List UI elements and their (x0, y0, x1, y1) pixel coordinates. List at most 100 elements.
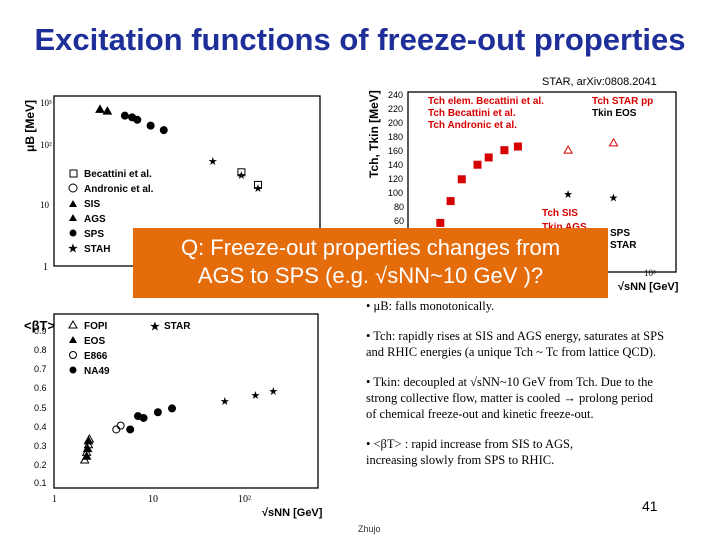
mu-b-xtick: 1 (43, 262, 48, 273)
svg-text:STAR: STAR (610, 240, 637, 251)
beta-point (116, 421, 125, 430)
svg-text:★: ★ (68, 243, 78, 255)
bullet-mu-b: • μB: falls monotonically. (366, 299, 495, 313)
svg-text:0.4: 0.4 (34, 422, 47, 432)
mu-b-point (120, 111, 129, 120)
temperature-xtick: 10³ (644, 268, 656, 278)
svg-text:10²: 10² (238, 494, 251, 505)
svg-text:0.3: 0.3 (34, 441, 47, 451)
svg-text:1: 1 (52, 494, 57, 505)
svg-text:140: 140 (388, 160, 403, 170)
bullet-notes: • μB: falls monotonically. • Tch: rapidl… (366, 298, 666, 482)
svg-text:Tkin AGS: Tkin AGS (542, 222, 587, 233)
svg-text:EOS: EOS (84, 336, 105, 347)
svg-text:Tch Becattini et al.: Tch Becattini et al. (428, 108, 516, 119)
bullet-tch: • Tch: rapidly rises at SIS and AGS ener… (366, 329, 665, 359)
svg-text:0.2: 0.2 (34, 460, 47, 470)
svg-text:Tch SIS: Tch SIS (542, 208, 578, 219)
banner-line-1: Q: Freeze-out properties changes from (180, 235, 561, 260)
svg-text:STAH: STAH (84, 244, 110, 255)
beta-xlabel: √sNN [GeV] (262, 507, 323, 519)
beta-point: ★ (268, 386, 278, 398)
beta-plot: <βT> 0.9 0.8 0.7 0.6 0.5 0.4 0.3 0.2 0.1 1 10 10²… (10, 308, 328, 520)
mu-b-point (133, 115, 142, 124)
temperature-points: ★ ★ (436, 137, 619, 227)
beta-point (81, 451, 92, 460)
beta-point: ★ (220, 396, 230, 408)
svg-text:120: 120 (388, 174, 403, 184)
mu-b-point (95, 104, 105, 113)
beta-legend: FOPI EOS E866 NA49 ★ STAR (68, 319, 191, 377)
mu-b-points: ★★★ (95, 104, 263, 195)
mu-b-point: ★ (208, 156, 218, 168)
bullet-tkin: • Tkin: decoupled at √sNN~10 GeV from Tc… (366, 375, 653, 421)
temperature-ylabel: Tch, Tkin [MeV] (367, 90, 381, 178)
mu-b-ytick: 10² (40, 140, 52, 150)
svg-text:Tch STAR pp: Tch STAR pp (592, 96, 653, 107)
beta-point (112, 425, 121, 434)
svg-text:SPS: SPS (610, 228, 630, 239)
svg-text:220: 220 (388, 104, 403, 114)
svg-text:SPS: SPS (84, 229, 104, 240)
beta-point: ★ (251, 390, 261, 402)
svg-text:Andronic et al.: Andronic et al. (84, 184, 154, 195)
citation: STAR, arXiv:0808.2041 (542, 76, 657, 88)
mu-b-point (254, 180, 263, 189)
temperature-point (513, 142, 522, 151)
mu-b-point (146, 121, 155, 130)
svg-text:100: 100 (388, 188, 403, 198)
svg-text:★: ★ (150, 321, 160, 333)
svg-text:0.5: 0.5 (34, 403, 47, 413)
temperature-point (500, 146, 509, 155)
svg-text:160: 160 (388, 146, 403, 156)
beta-ylabel: <βT> (24, 318, 55, 333)
beta-points: ★ ★ ★ (79, 386, 278, 464)
svg-text:STAR: STAR (164, 321, 191, 332)
mu-b-point (237, 168, 246, 177)
temperature-point (563, 145, 573, 154)
temperature-point (446, 197, 455, 206)
svg-text:Tch elem. Becattini et al.: Tch elem. Becattini et al. (428, 96, 544, 107)
svg-text:Tch Andronic et al.: Tch Andronic et al. (428, 120, 517, 131)
beta-point (83, 435, 94, 445)
beta-xticks: 1 10 10² (52, 494, 251, 505)
svg-text:200: 200 (388, 118, 403, 128)
question-banner: Q: Freeze-out properties changes from AG… (133, 228, 608, 298)
svg-text:60: 60 (394, 216, 404, 226)
page-number: 41 (642, 498, 658, 514)
temperature-point (473, 160, 482, 169)
mu-b-ytick: 10³ (40, 98, 52, 108)
beta-svg: <βT> 0.9 0.8 0.7 0.6 0.5 0.4 0.3 0.2 0.1 1 10 10²… (24, 313, 323, 519)
temperature-point (608, 137, 619, 147)
svg-text:0.1: 0.1 (34, 478, 47, 488)
svg-text:180: 180 (388, 132, 403, 142)
mu-b-point (159, 126, 168, 135)
beta-point (82, 443, 93, 453)
svg-text:AGS: AGS (84, 214, 106, 225)
credit-text: Zhujo (358, 524, 381, 534)
mu-b-ylabel: μB [MeV] (23, 100, 37, 152)
temperature-point (457, 175, 466, 184)
svg-text:E866: E866 (84, 351, 108, 362)
temperature-xlabel: √sNN [GeV] (618, 281, 679, 293)
svg-text:FOPI: FOPI (84, 321, 108, 332)
temperature-legend: Tch elem. Becattini et al. Tch Becattini… (428, 96, 653, 251)
temperature-svg: Tch, Tkin [MeV] 240 220 200 180 160 140 120 10… (367, 90, 679, 293)
svg-text:0.8: 0.8 (34, 345, 47, 355)
slide-title: Excitation functions of freeze-out prope… (34, 22, 686, 57)
bullet-beta: • <βT> : rapid increase from SIS to AGS,… (366, 437, 574, 467)
svg-text:80: 80 (394, 202, 404, 212)
banner-line-2: AGS to SPS (e.g. √sNN~10 GeV )? (197, 263, 544, 288)
mu-b-ytick: 10 (40, 200, 50, 210)
svg-text:0.7: 0.7 (34, 364, 47, 374)
svg-text:Tkin EOS: Tkin EOS (592, 108, 637, 119)
mu-b-point (102, 106, 113, 115)
beta-point (126, 425, 135, 434)
temperature-point (484, 153, 493, 162)
temperature-point: ★ (563, 189, 573, 201)
beta-point (153, 408, 162, 417)
svg-text:Becattini et al.: Becattini et al. (84, 169, 152, 180)
svg-text:SIS: SIS (84, 199, 100, 210)
beta-point (168, 404, 177, 413)
